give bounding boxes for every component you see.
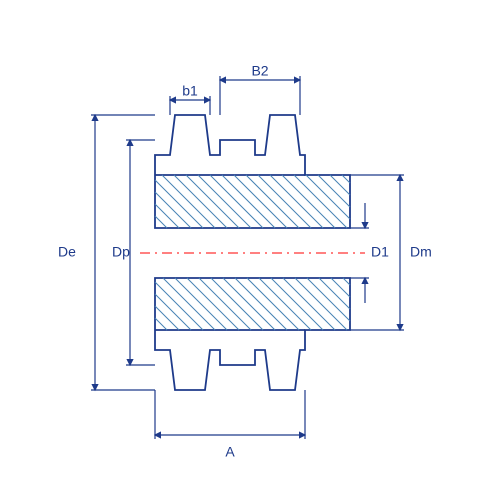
label-A: A [225, 444, 235, 460]
label-B2: B2 [251, 63, 268, 79]
label-Dm: Dm [410, 244, 432, 260]
sprocket-dimension-diagram: De Dp D1 Dm A B2 b1 [0, 0, 500, 500]
label-De: De [58, 244, 76, 260]
label-b1: b1 [182, 83, 198, 99]
label-D1: D1 [371, 244, 389, 260]
label-Dp: Dp [112, 244, 130, 260]
section-top [155, 115, 350, 228]
